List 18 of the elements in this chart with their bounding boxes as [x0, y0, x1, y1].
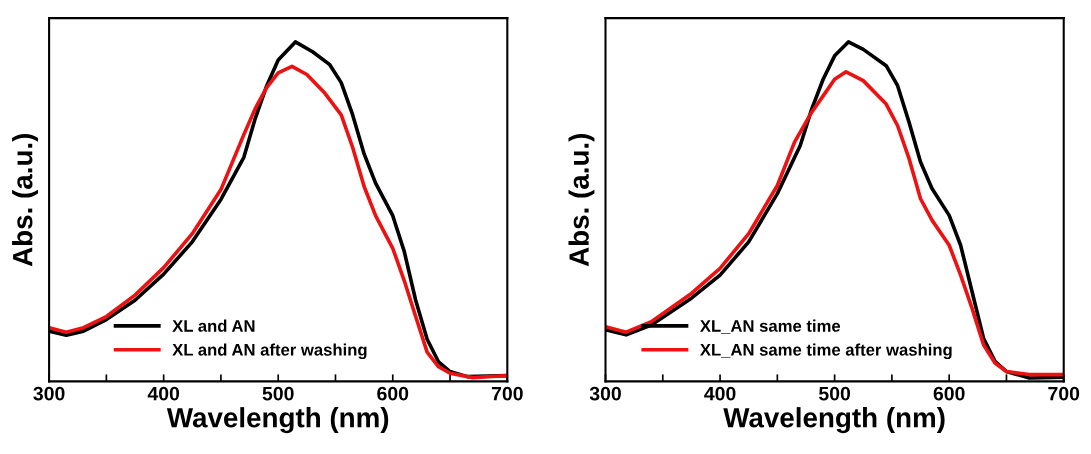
y-axis-title: Abs. (a.u.): [568, 134, 595, 267]
x-tick-label: 600: [933, 386, 965, 401]
x-tick-label: 500: [262, 386, 294, 401]
legend-label: XL and AN after washing: [172, 343, 367, 360]
x-tick-label: 300: [33, 386, 65, 401]
x-axis-title: Wavelength (nm): [723, 407, 945, 434]
legend-label: XL_AN same time after washing: [700, 343, 952, 360]
x-tick-label: 300: [589, 386, 621, 401]
x-tick-label: 400: [147, 386, 180, 401]
x-tick-label: 500: [818, 386, 851, 401]
x-tick-label: 700: [1048, 386, 1080, 401]
x-tick-label: 400: [704, 386, 736, 401]
legend-label: XL_AN same time: [700, 319, 841, 334]
legend-label: XL and AN: [172, 319, 255, 332]
y-axis-title: Abs. (a.u.): [12, 134, 38, 267]
x-tick-label: 600: [377, 386, 409, 401]
x-tick-label: 700: [491, 386, 523, 401]
x-axis-title: Wavelength (nm): [166, 407, 389, 434]
